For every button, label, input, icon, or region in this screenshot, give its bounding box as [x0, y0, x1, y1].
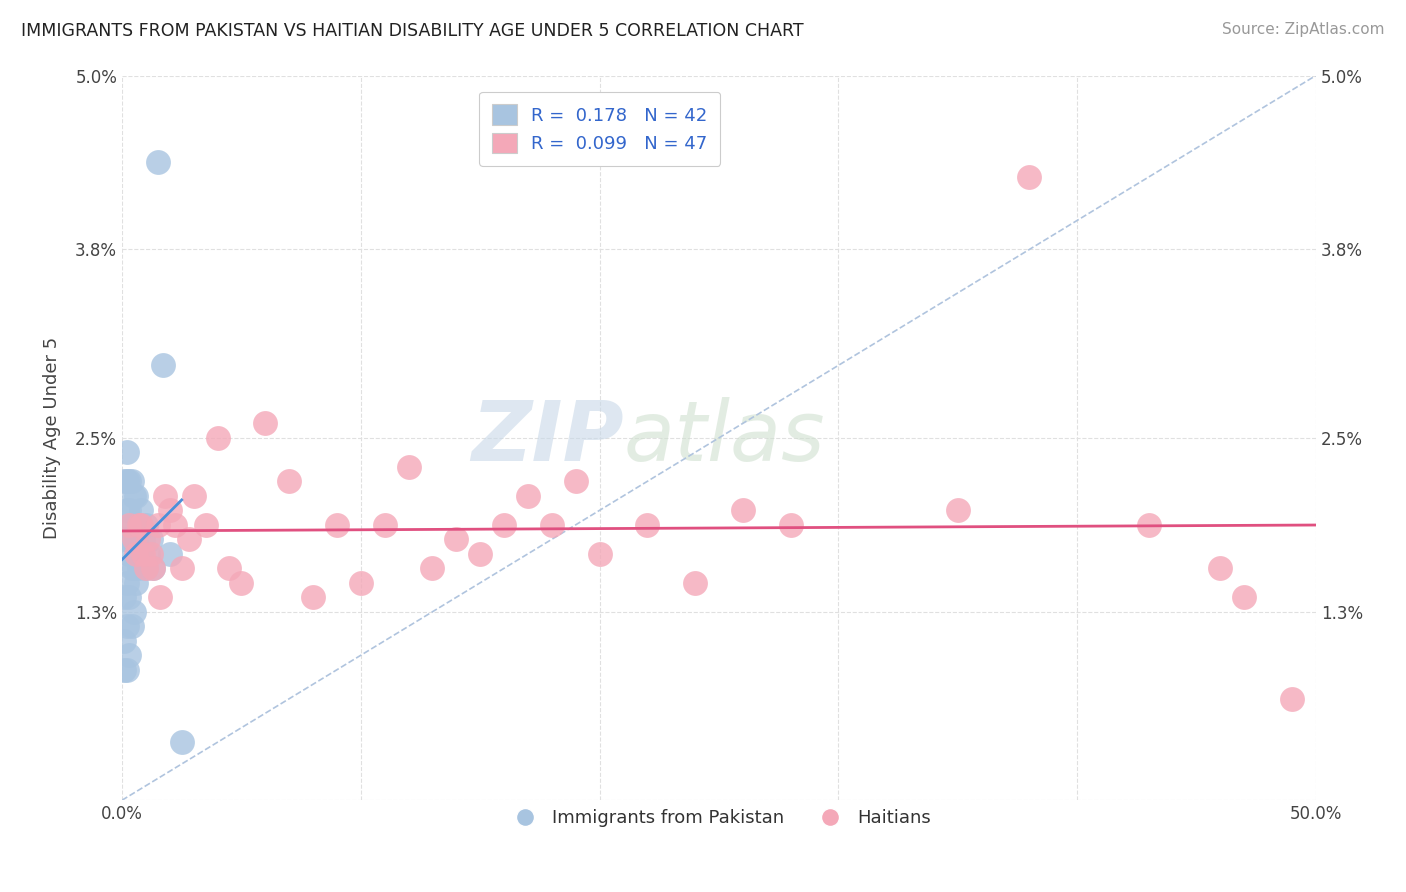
Point [115, 503, 138, 517]
Point [125, 489, 148, 503]
Point [128, 517, 150, 532]
Point [149, 591, 172, 605]
Point [170, 561, 193, 575]
Point [135, 561, 157, 575]
Point [122, 605, 145, 619]
Point [516, 489, 538, 503]
Point [112, 663, 135, 677]
Point [1137, 517, 1160, 532]
Point [731, 503, 754, 517]
Legend: Immigrants from Pakistan, Haitians: Immigrants from Pakistan, Haitians [501, 802, 938, 835]
Point [398, 459, 420, 474]
Point [125, 575, 148, 590]
Point [492, 517, 515, 532]
Point [146, 155, 169, 169]
Point [470, 547, 492, 561]
Point [254, 417, 277, 431]
Point [350, 575, 373, 590]
Point [177, 533, 200, 547]
Point [1233, 591, 1256, 605]
Point [121, 561, 143, 575]
Point [139, 533, 162, 547]
Text: atlas: atlas [623, 397, 825, 478]
Point [139, 547, 162, 561]
Point [115, 445, 138, 459]
Point [136, 533, 159, 547]
Point [115, 619, 138, 633]
Point [159, 547, 181, 561]
Point [118, 475, 141, 489]
Point [122, 517, 145, 532]
Point [170, 735, 193, 749]
Point [135, 517, 157, 532]
Point [326, 517, 349, 532]
Point [112, 633, 135, 648]
Point [302, 591, 325, 605]
Point [207, 431, 229, 445]
Point [125, 547, 148, 561]
Point [159, 503, 181, 517]
Point [128, 561, 150, 575]
Point [946, 503, 969, 517]
Y-axis label: Disability Age Under 5: Disability Age Under 5 [44, 337, 60, 539]
Point [122, 489, 145, 503]
Point [135, 561, 157, 575]
Point [112, 475, 135, 489]
Point [118, 517, 141, 532]
Point [446, 533, 468, 547]
Point [132, 547, 155, 561]
Point [1209, 561, 1232, 575]
Point [132, 533, 155, 547]
Point [118, 503, 141, 517]
Text: IMMIGRANTS FROM PAKISTAN VS HAITIAN DISABILITY AGE UNDER 5 CORRELATION CHART: IMMIGRANTS FROM PAKISTAN VS HAITIAN DISA… [21, 22, 804, 40]
Point [588, 547, 610, 561]
Point [153, 489, 176, 503]
Point [122, 533, 145, 547]
Point [115, 533, 138, 547]
Point [779, 517, 801, 532]
Point [564, 475, 586, 489]
Point [142, 561, 165, 575]
Text: Source: ZipAtlas.com: Source: ZipAtlas.com [1222, 22, 1385, 37]
Point [118, 547, 141, 561]
Point [129, 547, 152, 561]
Point [540, 517, 562, 532]
Point [636, 517, 658, 532]
Point [118, 591, 141, 605]
Point [1018, 169, 1040, 184]
Point [183, 489, 205, 503]
Point [118, 648, 141, 663]
Point [422, 561, 444, 575]
Point [121, 619, 143, 633]
Point [128, 517, 150, 532]
Point [163, 517, 186, 532]
Point [112, 533, 135, 547]
Point [115, 575, 138, 590]
Point [136, 547, 159, 561]
Point [218, 561, 240, 575]
Point [146, 517, 169, 532]
Point [125, 533, 148, 547]
Point [152, 359, 174, 373]
Point [115, 475, 138, 489]
Point [683, 575, 706, 590]
Point [142, 561, 165, 575]
Point [112, 591, 135, 605]
Point [129, 517, 152, 532]
Point [115, 663, 138, 677]
Point [1281, 691, 1303, 706]
Text: ZIP: ZIP [471, 397, 623, 478]
Point [121, 475, 143, 489]
Point [129, 503, 152, 517]
Point [121, 517, 143, 532]
Point [374, 517, 396, 532]
Point [231, 575, 253, 590]
Point [122, 561, 145, 575]
Point [278, 475, 301, 489]
Point [194, 517, 217, 532]
